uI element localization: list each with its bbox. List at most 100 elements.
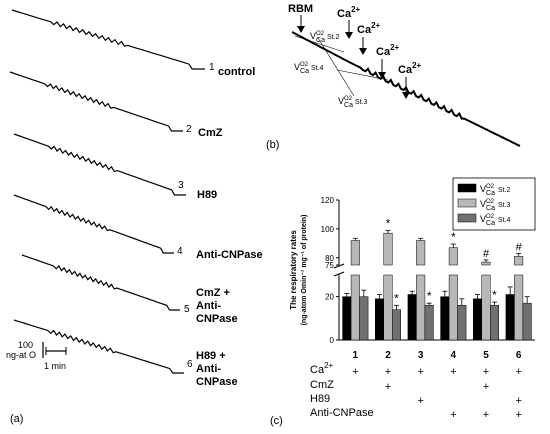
bar-St.4-5 bbox=[490, 305, 499, 341]
treatment-label-ca-text: Ca bbox=[310, 364, 325, 376]
trace-number-6: 6 bbox=[187, 359, 193, 370]
treatment-label-cmz: CmZ bbox=[310, 379, 334, 391]
legend-label-St.3: VO2 Ca St.3 bbox=[480, 199, 511, 212]
ca-addition-3: Ca2+ bbox=[376, 43, 400, 79]
treatment-plus-1-3: + bbox=[417, 366, 423, 378]
rbm-arrow-head bbox=[297, 26, 305, 33]
bar-St.3-2-lower bbox=[383, 274, 393, 341]
v-st4-v: V bbox=[294, 62, 300, 72]
y-tick-label-80: 80 bbox=[325, 254, 334, 263]
trace-number-5: 5 bbox=[184, 304, 190, 315]
trace-label-6-line-3: CNPase bbox=[196, 376, 238, 388]
category-label-3: 3 bbox=[418, 350, 424, 361]
treatment-table: Ca2+ CmZ H89 Anti-CNPase + + + + + + + + + + + + + bbox=[310, 361, 522, 421]
v-st2-state: St.2 bbox=[327, 34, 340, 41]
significance-marker-3: * bbox=[427, 289, 432, 303]
ca-addition-2: Ca2+ bbox=[357, 21, 381, 55]
trace-label-1: control bbox=[218, 66, 255, 78]
ca-charge-3: 2+ bbox=[390, 43, 399, 52]
trace-label-4: Anti-CNPase bbox=[196, 249, 263, 261]
v-st2-v: V bbox=[310, 31, 316, 41]
axis-break-mark-lower bbox=[333, 271, 345, 277]
treatment-plus-3-6: + bbox=[515, 395, 521, 407]
axis-break-mark-upper bbox=[333, 263, 345, 269]
bar-St.3-4 bbox=[448, 247, 458, 266]
treatment-label-ca: Ca2+ bbox=[310, 361, 334, 376]
trace-1 bbox=[11, 9, 205, 70]
y-tick-label-20: 20 bbox=[325, 293, 334, 302]
trace-label-2: CmZ bbox=[198, 127, 223, 139]
legend-swatch-St.3 bbox=[457, 198, 477, 208]
scale-y-label-1: 100 bbox=[18, 340, 33, 350]
treatment-label-h89: H89 bbox=[310, 393, 330, 405]
treatment-plus-4-5: + bbox=[483, 409, 489, 421]
legend-label-St.4: VO2 Ca St.4 bbox=[480, 214, 511, 227]
bar-St.3-3 bbox=[416, 240, 426, 266]
trace-6 bbox=[13, 319, 184, 374]
chart-legend: VO2 Ca St.2 VO2 Ca St.3 VO2 Ca St.4 bbox=[452, 177, 536, 231]
v-st3-sub: Ca bbox=[344, 102, 353, 109]
category-label-5: 5 bbox=[483, 350, 489, 361]
v-st2-text: VO2 Ca St.2 bbox=[310, 31, 340, 44]
significance-marker-6: * bbox=[492, 288, 497, 302]
bar-St.4-3 bbox=[424, 305, 434, 341]
trace-number-1: 1 bbox=[209, 62, 215, 73]
trace-label-5-line-3: CNPase bbox=[196, 313, 238, 325]
ca-arrow-head-1 bbox=[345, 32, 353, 39]
svg-text:Ca2+: Ca2+ bbox=[357, 21, 381, 36]
v-st3-tangent bbox=[317, 37, 355, 97]
bar-St.3-2 bbox=[383, 232, 393, 266]
trace-5 bbox=[21, 254, 180, 311]
bar-St.3-6-lower bbox=[514, 274, 524, 341]
v-st4-state: St.4 bbox=[311, 65, 324, 72]
ca-charge-4: 2+ bbox=[412, 61, 421, 70]
axis-break-gap bbox=[335, 266, 343, 274]
ca-label-4: Ca bbox=[398, 64, 413, 76]
bar-St.3-4-lower bbox=[448, 274, 458, 341]
significance-marker-5: # bbox=[483, 248, 490, 260]
treatment-plus-2-5: + bbox=[483, 381, 489, 393]
v-st3-text: VO2 Ca St.3 bbox=[338, 96, 368, 109]
ca-label-1: Ca bbox=[337, 8, 352, 20]
trace-label-6-line-2: Anti- bbox=[196, 363, 221, 375]
bar-St.3-5-lower bbox=[481, 274, 491, 341]
v-label-st2: VO2 Ca St.2 bbox=[294, 31, 345, 53]
panel-c-letter: (c) bbox=[270, 415, 283, 427]
bar-St.3-1 bbox=[350, 240, 360, 266]
svg-text:Ca2+: Ca2+ bbox=[398, 61, 422, 76]
v-st4-text: VO2 Ca St.4 bbox=[294, 62, 324, 75]
bar-St.3-3-lower bbox=[416, 274, 426, 341]
bar-St.2-6 bbox=[505, 294, 515, 341]
trace-2 bbox=[9, 71, 183, 132]
ca-charge-2: 2+ bbox=[371, 21, 380, 30]
treatment-plus-1-2: + bbox=[385, 366, 391, 378]
svg-text:Ca2+: Ca2+ bbox=[337, 5, 361, 20]
legend-swatch-St.4 bbox=[457, 213, 477, 223]
v-label-st3: VO2 Ca St.3 bbox=[317, 37, 368, 109]
v-st3-v: V bbox=[338, 96, 344, 106]
trace-number-4: 4 bbox=[177, 246, 183, 257]
treatment-plus-3-3: + bbox=[417, 395, 423, 407]
v-st3-sup: O2 bbox=[344, 96, 353, 102]
v-st4-tangent bbox=[336, 69, 389, 81]
treatment-plus-2-2: + bbox=[385, 381, 391, 393]
ca-arrow-head-4 bbox=[402, 92, 410, 99]
ca-addition-4: Ca2+ bbox=[398, 61, 422, 99]
legend-swatch-St.2 bbox=[457, 183, 477, 193]
svg-text:Ca2+: Ca2+ bbox=[376, 43, 400, 58]
v-st4-sub: Ca bbox=[300, 68, 309, 75]
treatment-plus-1-6: + bbox=[515, 366, 521, 378]
significance-marker-1: * bbox=[386, 216, 391, 230]
scale-x-label: 1 min bbox=[44, 361, 66, 371]
v-st2-tangent bbox=[294, 35, 345, 53]
ca-label-2: Ca bbox=[357, 24, 372, 36]
y-axis-title-1: The respiratory rates bbox=[289, 230, 298, 310]
panel-b-trace: RBM Ca2+ Ca2+ Ca2+ Ca2+ VO2 Ca St.2 bbox=[266, 3, 521, 151]
treatment-plus-1-1: + bbox=[352, 366, 358, 378]
panel-b-letter: (b) bbox=[266, 139, 279, 151]
bar-St.2-5 bbox=[473, 298, 482, 341]
